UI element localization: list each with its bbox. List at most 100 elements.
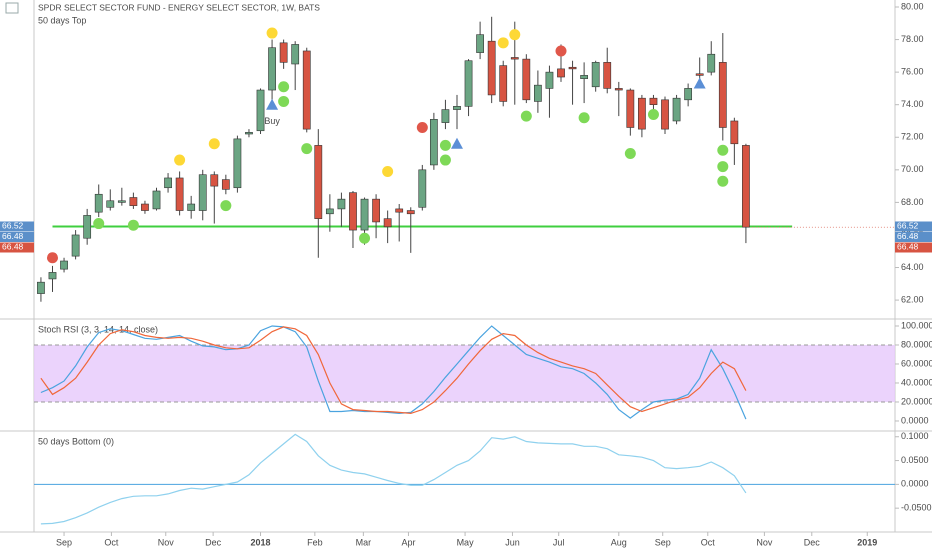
series-line: [40, 433, 747, 525]
candle-body: [614, 88, 623, 91]
y-tick-label: 0.0000: [901, 479, 929, 489]
candle-body: [672, 97, 681, 122]
candle-body: [742, 145, 750, 228]
y-tick-label: 80.0000: [901, 339, 932, 349]
y-tick-label: 72.00: [901, 132, 924, 142]
y-tick-label: 100.0000: [901, 320, 932, 330]
candle-body: [141, 203, 149, 211]
candle-body: [71, 234, 80, 257]
y-tick-label: 80.00: [901, 1, 924, 11]
candle-body: [545, 71, 554, 89]
y-tick-label: 0.0500: [901, 455, 929, 465]
candle-body: [37, 281, 45, 294]
signal-dot: [509, 29, 521, 41]
x-tick-label: Sep: [56, 537, 72, 547]
candle-body: [337, 198, 346, 210]
candle-body: [534, 84, 542, 102]
y-tick-label: 76.00: [901, 67, 924, 77]
candle-body: [406, 210, 415, 215]
x-tick-label: Nov: [158, 537, 175, 547]
candle-body: [83, 215, 92, 239]
candle-body: [580, 75, 588, 79]
signal-dot: [266, 27, 278, 39]
candle-body: [325, 208, 334, 215]
y-tick-label: 78.00: [901, 34, 924, 44]
icon: [5, 2, 19, 14]
signal-dot: [439, 139, 451, 151]
price-label-bg: [895, 242, 932, 253]
signal-dot: [647, 108, 659, 120]
candle-body: [279, 42, 288, 63]
signal-dot: [717, 175, 729, 187]
series-line: [40, 326, 747, 415]
price-label: 66.48: [897, 231, 919, 241]
candle-body: [718, 62, 727, 128]
candle-body: [360, 198, 369, 231]
candle-body: [707, 53, 716, 73]
candle-body: [314, 145, 323, 219]
candle-body: [233, 138, 242, 189]
signal-dot: [208, 138, 220, 150]
y-tick-label: 70.00: [901, 164, 924, 174]
signal-dot: [278, 81, 290, 93]
y-tick-label: 0.1000: [901, 431, 929, 441]
candle-body: [187, 203, 196, 211]
signal-triangle: [693, 77, 706, 89]
candle-body: [441, 109, 450, 123]
candle-body: [429, 119, 438, 166]
x-tick-label: Mar: [356, 537, 372, 547]
candle-body: [291, 44, 300, 65]
candle-body: [60, 260, 68, 270]
candle-body: [591, 62, 600, 88]
y-tick-label: 40.0000: [901, 377, 932, 387]
candle-body: [464, 60, 473, 107]
pane-title: 50 days Bottom (0): [38, 436, 114, 446]
candle-body: [106, 200, 115, 208]
candle-body: [453, 106, 461, 110]
signal-dot: [382, 165, 394, 177]
candle-body: [730, 120, 739, 145]
candle-body: [499, 65, 508, 102]
subtitle: 50 days Top: [38, 15, 86, 25]
y-tick-label: 68.00: [901, 197, 924, 207]
signal-dot: [359, 232, 371, 244]
candle-body: [94, 193, 103, 213]
x-tick-label: Aug: [611, 537, 627, 547]
candle-body: [372, 198, 380, 223]
signal-dot: [127, 219, 139, 231]
candle-body: [198, 174, 207, 211]
candle-body: [152, 190, 161, 210]
band: [34, 344, 895, 402]
price-label: 66.48: [2, 242, 24, 252]
signal-dot: [439, 154, 451, 166]
chart-title: SPDR SELECT SECTOR FUND - ENERGY SELECT …: [38, 2, 320, 12]
y-tick-label: 20.0000: [901, 396, 932, 406]
price-label-bg: [895, 221, 932, 232]
x-tick-label: 2018: [251, 537, 271, 547]
price-label: 66.48: [897, 242, 919, 252]
x-tick-label: Oct: [701, 537, 716, 547]
price-label: 66.48: [2, 231, 24, 241]
x-tick-label: Jun: [505, 537, 520, 547]
candle-body: [175, 177, 184, 211]
candle-body: [221, 179, 230, 190]
price-label: 66.52: [2, 221, 24, 231]
signal-dot: [578, 112, 590, 124]
y-tick-label: 64.00: [901, 262, 924, 272]
signal-dot: [93, 218, 105, 230]
signal-dot: [220, 200, 232, 212]
candle-body: [164, 177, 172, 189]
candle-body: [638, 97, 646, 130]
candle-body: [557, 68, 565, 78]
x-tick-label: Sep: [655, 537, 671, 547]
candle-body: [302, 50, 311, 130]
candle-body: [395, 208, 404, 213]
candle-body: [245, 132, 253, 135]
signal-dot: [717, 161, 729, 173]
signal-dot: [174, 154, 186, 166]
y-tick-label: 0.0000: [901, 415, 929, 425]
candle-body: [603, 62, 612, 89]
signal-dot: [497, 37, 509, 49]
signal-dot: [717, 144, 729, 156]
price-label-bg: [0, 231, 34, 242]
